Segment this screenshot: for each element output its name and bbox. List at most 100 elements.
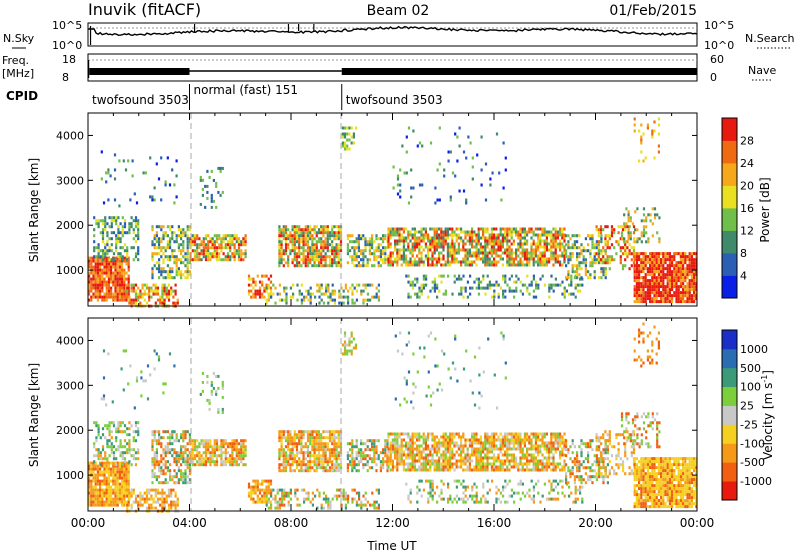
data-cell [257,290,259,293]
noise-left-tick-bottom: 10^0 [52,39,82,52]
data-cell [296,463,298,466]
data-cell [123,474,125,477]
data-cell [329,469,331,472]
data-cell [270,293,272,296]
data-cell [515,258,517,261]
data-cell [93,255,95,258]
data-cell [325,243,327,246]
data-cell [347,498,349,501]
data-cell [158,276,160,279]
data-cell [158,481,160,484]
data-cell [340,454,342,457]
data-cell [416,246,418,249]
data-cell [314,231,316,234]
data-cell [453,249,455,252]
data-cell [106,249,108,252]
data-cell [175,284,177,287]
data-cell [671,276,673,279]
data-cell [160,436,162,439]
data-cell [154,264,156,267]
data-cell [180,231,182,234]
data-cell [673,258,675,261]
data-cell [539,228,541,231]
data-cell [482,249,484,252]
data-cell [128,439,130,442]
data-cell [390,237,392,240]
data-cell [311,436,313,439]
data-cell [95,266,97,269]
data-cell [323,498,325,501]
data-cell [580,267,582,270]
data-cell [476,287,478,290]
data-cell [423,264,425,267]
data-cell [678,300,680,303]
data-cell [301,302,303,305]
data-cell [423,228,425,231]
data-cell [360,507,362,510]
data-cell [364,246,366,249]
data-cell [90,257,92,260]
data-cell [218,252,220,255]
data-cell [231,252,233,255]
data-cell [647,237,649,240]
data-cell [135,439,137,442]
data-cell [128,281,130,284]
data-cell [691,261,693,264]
data-cell [300,237,302,240]
data-cell [136,201,138,204]
data-cell [285,231,287,234]
data-cell [336,436,338,439]
data-cell [541,252,543,255]
data-cell [123,290,125,293]
data-cell [135,451,137,454]
data-cell [519,228,521,231]
data-cell [410,281,412,284]
data-cell [642,276,644,279]
data-cell [396,258,398,261]
power-colorbar-label: Power [dB] [758,177,772,242]
data-cell [294,457,296,460]
data-cell [203,237,205,240]
data-cell [180,433,182,436]
data-cell [294,495,296,498]
data-cell [106,489,108,492]
data-cell [216,460,218,463]
data-cell [640,282,642,285]
data-cell [576,270,578,273]
data-cell [128,421,130,424]
data-cell [165,231,167,234]
data-cell [458,243,460,246]
data-cell [434,246,436,249]
data-cell [407,261,409,264]
data-cell [114,293,116,296]
data-cell [257,495,259,498]
data-cell [397,178,399,181]
data-cell [336,457,338,460]
data-cell [500,231,502,234]
data-cell [485,199,487,202]
data-cell [218,258,220,261]
data-cell [526,264,528,267]
colorbar-swatch [722,118,737,141]
data-cell [338,290,340,293]
data-cell [160,454,162,457]
data-cell [605,273,607,276]
data-cell [102,222,104,225]
data-cell [602,270,604,273]
data-cell [511,261,513,264]
data-cell [345,296,347,299]
data-cell [329,454,331,457]
data-cell [331,234,333,237]
data-cell [165,478,167,481]
data-cell [462,246,464,249]
data-cell [137,258,139,261]
data-cell [106,424,108,427]
data-cell [309,255,311,258]
data-cell [309,463,311,466]
data-cell [132,159,134,162]
data-cell [568,284,570,287]
data-cell [242,463,244,466]
data-cell [491,255,493,258]
data-cell [654,207,656,210]
data-cell [591,237,593,240]
